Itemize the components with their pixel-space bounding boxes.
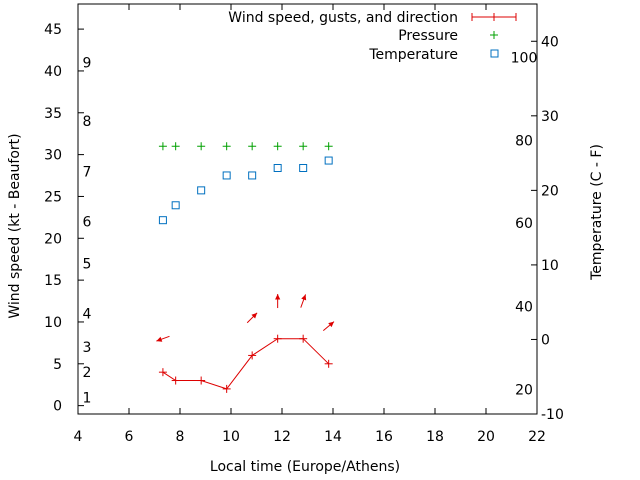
temperature-point xyxy=(171,201,180,210)
y-tick-label: 5 xyxy=(53,357,62,373)
x-tick-label: 22 xyxy=(528,429,546,445)
x-tick-label: 16 xyxy=(375,429,393,445)
y-tick-label: 45 xyxy=(44,22,62,38)
beaufort-label: 4 xyxy=(83,307,92,323)
beaufort-label: 1 xyxy=(83,390,92,406)
wind-series xyxy=(158,334,333,393)
pressure-point xyxy=(222,142,231,151)
y2-tick-label: -10 xyxy=(541,407,564,423)
temperature-point xyxy=(197,186,206,195)
wind-arrow-head xyxy=(275,294,281,300)
legend-label-pressure: Pressure xyxy=(398,28,458,44)
y-tick-label: 30 xyxy=(44,148,62,164)
pressure-point xyxy=(197,142,206,151)
wind-direction-arrows xyxy=(156,294,335,342)
y-tick-label: 15 xyxy=(44,273,62,289)
legend-swatch-pressure xyxy=(490,31,498,39)
y2-tick-label: 40 xyxy=(541,34,559,50)
x-tick-label: 14 xyxy=(324,429,342,445)
beaufort-label: 6 xyxy=(83,215,92,231)
temperature-point xyxy=(222,171,231,180)
y2-tick-label: 20 xyxy=(541,183,559,199)
legend-label-wind: Wind speed, gusts, and direction xyxy=(228,10,458,26)
temperature-point xyxy=(158,216,167,225)
pressure-point xyxy=(171,142,180,151)
wind-point xyxy=(273,334,282,343)
wind-point xyxy=(248,351,257,360)
x-axis-label: Local time (Europe/Athens) xyxy=(210,459,400,475)
wind-arrow xyxy=(275,294,281,309)
wind-arrow xyxy=(300,294,307,308)
fahrenheit-label: 80 xyxy=(515,133,533,149)
y2-tick-label: 0 xyxy=(541,332,550,348)
pressure-point xyxy=(299,142,308,151)
x-tick-label: 4 xyxy=(74,429,83,445)
x-tick-label: 12 xyxy=(273,429,291,445)
x-tick-label: 6 xyxy=(125,429,134,445)
y2-axis-label: Temperature (C - F) xyxy=(589,144,605,281)
fahrenheit-label: 100 xyxy=(511,51,538,67)
y-axis-label: Wind speed (kt - Beaufort) xyxy=(7,133,23,318)
wind-arrow-head xyxy=(328,321,335,328)
x-tick-label: 18 xyxy=(426,429,444,445)
wind-arrow-head xyxy=(301,294,307,301)
wind-point xyxy=(158,368,167,377)
temperature-point xyxy=(273,164,282,172)
temperature-point xyxy=(299,164,308,172)
beaufort-label: 2 xyxy=(83,365,92,381)
pressure-point xyxy=(158,142,167,151)
temperature-point xyxy=(248,171,257,180)
x-axis: 4 6 8 10 12 14 16 18 20 22 xyxy=(74,4,546,445)
wind-point xyxy=(324,359,333,368)
fahrenheit-label: 20 xyxy=(515,382,533,398)
wind-arrow-head xyxy=(156,336,163,342)
fahrenheit-label: 40 xyxy=(515,300,533,316)
y-tick-label: 35 xyxy=(44,106,62,122)
temperature-point xyxy=(324,156,333,165)
beaufort-label: 3 xyxy=(83,340,92,356)
beaufort-label: 5 xyxy=(83,256,92,272)
legend-swatch-temperature xyxy=(490,49,499,58)
y2-axis: -10 0 10 20 30 40 xyxy=(531,34,564,423)
y2-tick-label: 10 xyxy=(541,258,559,274)
beaufort-labels: 1 2 3 4 5 6 7 8 9 xyxy=(83,56,92,407)
legend-label-temperature: Temperature xyxy=(368,47,458,63)
y2-tick-label: 30 xyxy=(541,109,559,125)
x-tick-label: 8 xyxy=(176,429,185,445)
wind-arrow xyxy=(322,321,335,332)
wind-point xyxy=(171,376,180,385)
x-tick-label: 10 xyxy=(222,429,240,445)
legend-swatch-wind xyxy=(471,13,517,21)
x-tick-label: 20 xyxy=(477,429,495,445)
wind-arrow xyxy=(156,335,170,342)
pressure-point xyxy=(273,142,282,151)
y-axis: 0 5 10 15 20 25 30 35 40 45 xyxy=(44,22,84,415)
wind-arrow-head xyxy=(251,312,258,319)
wind-series-line xyxy=(162,338,330,390)
fahrenheit-labels: 20 40 60 80 100 xyxy=(511,51,538,399)
wind-point xyxy=(299,334,308,343)
pressure-point xyxy=(324,142,333,151)
y-tick-label: 25 xyxy=(44,189,62,205)
beaufort-label: 7 xyxy=(83,164,92,180)
plot-frame xyxy=(77,3,538,415)
wind-point xyxy=(222,384,231,393)
legend: Wind speed, gusts, and direction Pressur… xyxy=(228,10,517,63)
y-tick-label: 20 xyxy=(44,231,62,247)
wind-point xyxy=(197,376,206,385)
pressure-series xyxy=(158,142,333,151)
y-tick-label: 0 xyxy=(53,399,62,415)
temperature-series xyxy=(158,156,333,225)
beaufort-label: 8 xyxy=(83,114,92,130)
y-tick-label: 40 xyxy=(44,64,62,80)
beaufort-label: 9 xyxy=(83,56,92,72)
fahrenheit-label: 60 xyxy=(515,216,533,232)
wind-arrow xyxy=(246,312,258,324)
y-tick-label: 10 xyxy=(44,315,62,331)
pressure-point xyxy=(248,142,257,151)
